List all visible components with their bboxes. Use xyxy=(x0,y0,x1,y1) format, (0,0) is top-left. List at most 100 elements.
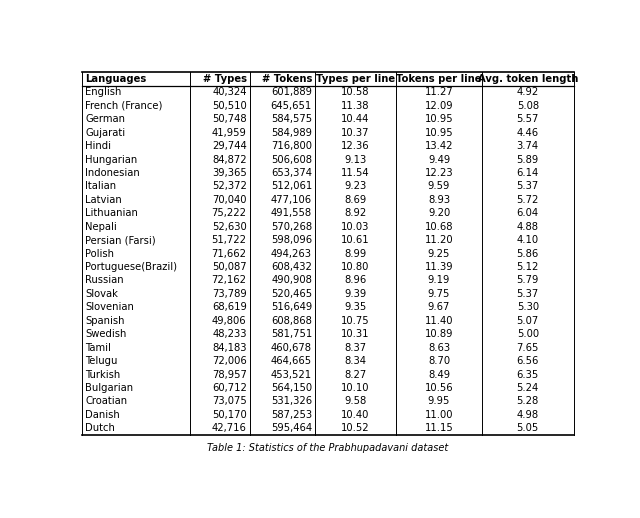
Text: 8.92: 8.92 xyxy=(344,208,367,218)
Text: 12.36: 12.36 xyxy=(341,141,370,151)
Text: 71,662: 71,662 xyxy=(212,249,246,258)
Text: 9.13: 9.13 xyxy=(344,154,367,165)
Text: 5.07: 5.07 xyxy=(516,316,539,326)
Text: 84,872: 84,872 xyxy=(212,154,246,165)
Text: 8.93: 8.93 xyxy=(428,195,450,205)
Text: 5.89: 5.89 xyxy=(516,154,539,165)
Text: 72,162: 72,162 xyxy=(212,276,246,285)
Text: 8.70: 8.70 xyxy=(428,356,450,366)
Text: 6.56: 6.56 xyxy=(516,356,539,366)
Text: Latvian: Latvian xyxy=(86,195,122,205)
Text: 39,365: 39,365 xyxy=(212,168,246,178)
Text: 9.25: 9.25 xyxy=(428,249,450,258)
Text: 6.04: 6.04 xyxy=(516,208,539,218)
Text: 491,558: 491,558 xyxy=(271,208,312,218)
Text: 4.10: 4.10 xyxy=(516,235,539,245)
Text: 601,889: 601,889 xyxy=(271,88,312,97)
Text: Dutch: Dutch xyxy=(86,423,115,434)
Text: 10.10: 10.10 xyxy=(341,383,370,393)
Text: French (France): French (France) xyxy=(86,100,163,111)
Text: Types per line: Types per line xyxy=(316,74,395,84)
Text: Table 1: Statistics of the Prabhupadavani dataset: Table 1: Statistics of the Prabhupadavan… xyxy=(207,443,449,453)
Text: 12.09: 12.09 xyxy=(425,100,453,111)
Text: 11.54: 11.54 xyxy=(341,168,370,178)
Text: 13.42: 13.42 xyxy=(425,141,453,151)
Text: 49,806: 49,806 xyxy=(212,316,246,326)
Text: # Tokens: # Tokens xyxy=(262,74,312,84)
Text: Bulgarian: Bulgarian xyxy=(86,383,134,393)
Text: German: German xyxy=(86,114,125,124)
Text: 11.00: 11.00 xyxy=(425,410,453,420)
Text: 584,989: 584,989 xyxy=(271,127,312,138)
Text: 608,868: 608,868 xyxy=(271,316,312,326)
Text: 7.65: 7.65 xyxy=(516,343,539,353)
Text: 9.35: 9.35 xyxy=(344,303,367,312)
Text: 4.98: 4.98 xyxy=(516,410,539,420)
Text: Polish: Polish xyxy=(86,249,115,258)
Text: 10.68: 10.68 xyxy=(425,222,453,232)
Text: 645,651: 645,651 xyxy=(271,100,312,111)
Text: 608,432: 608,432 xyxy=(271,262,312,272)
Text: English: English xyxy=(86,88,122,97)
Text: 50,510: 50,510 xyxy=(212,100,246,111)
Text: 8.63: 8.63 xyxy=(428,343,450,353)
Text: 5.08: 5.08 xyxy=(516,100,539,111)
Text: 73,075: 73,075 xyxy=(212,396,246,407)
Text: 10.80: 10.80 xyxy=(341,262,370,272)
Text: Nepali: Nepali xyxy=(86,222,117,232)
Text: 75,222: 75,222 xyxy=(212,208,246,218)
Text: Avg. token length: Avg. token length xyxy=(477,74,578,84)
Text: 531,326: 531,326 xyxy=(271,396,312,407)
Text: 72,006: 72,006 xyxy=(212,356,246,366)
Text: 84,183: 84,183 xyxy=(212,343,246,353)
Text: 477,106: 477,106 xyxy=(271,195,312,205)
Text: Spanish: Spanish xyxy=(86,316,125,326)
Text: 50,748: 50,748 xyxy=(212,114,246,124)
Text: 5.30: 5.30 xyxy=(516,303,539,312)
Text: 52,372: 52,372 xyxy=(212,181,246,191)
Text: 5.37: 5.37 xyxy=(516,181,539,191)
Text: 10.03: 10.03 xyxy=(341,222,370,232)
Text: 584,575: 584,575 xyxy=(271,114,312,124)
Text: 8.99: 8.99 xyxy=(344,249,367,258)
Text: 8.96: 8.96 xyxy=(344,276,367,285)
Text: 11.38: 11.38 xyxy=(341,100,370,111)
Text: 9.58: 9.58 xyxy=(344,396,367,407)
Text: 60,712: 60,712 xyxy=(212,383,246,393)
Text: 9.75: 9.75 xyxy=(428,289,450,299)
Text: 5.37: 5.37 xyxy=(516,289,539,299)
Text: 587,253: 587,253 xyxy=(271,410,312,420)
Text: 12.23: 12.23 xyxy=(425,168,453,178)
Text: 11.20: 11.20 xyxy=(425,235,453,245)
Text: Gujarati: Gujarati xyxy=(86,127,125,138)
Text: 5.00: 5.00 xyxy=(516,329,539,339)
Text: Portuguese(Brazil): Portuguese(Brazil) xyxy=(86,262,177,272)
Text: 11.39: 11.39 xyxy=(425,262,453,272)
Text: 10.61: 10.61 xyxy=(341,235,370,245)
Text: Slovenian: Slovenian xyxy=(86,303,134,312)
Text: 653,374: 653,374 xyxy=(271,168,312,178)
Text: 8.34: 8.34 xyxy=(344,356,367,366)
Text: 5.28: 5.28 xyxy=(516,396,539,407)
Text: 464,665: 464,665 xyxy=(271,356,312,366)
Text: 5.24: 5.24 xyxy=(516,383,539,393)
Text: 5.05: 5.05 xyxy=(516,423,539,434)
Text: 40,324: 40,324 xyxy=(212,88,246,97)
Text: 5.12: 5.12 xyxy=(516,262,539,272)
Text: 73,789: 73,789 xyxy=(212,289,246,299)
Text: Lithuanian: Lithuanian xyxy=(86,208,138,218)
Text: 4.92: 4.92 xyxy=(516,88,539,97)
Text: 520,465: 520,465 xyxy=(271,289,312,299)
Text: 52,630: 52,630 xyxy=(212,222,246,232)
Text: 11.40: 11.40 xyxy=(425,316,453,326)
Text: 9.19: 9.19 xyxy=(428,276,450,285)
Text: 29,744: 29,744 xyxy=(212,141,246,151)
Text: 9.23: 9.23 xyxy=(344,181,367,191)
Text: 453,521: 453,521 xyxy=(271,370,312,380)
Text: Languages: Languages xyxy=(86,74,147,84)
Text: 570,268: 570,268 xyxy=(271,222,312,232)
Text: Indonesian: Indonesian xyxy=(86,168,140,178)
Text: 8.69: 8.69 xyxy=(344,195,367,205)
Text: 581,751: 581,751 xyxy=(271,329,312,339)
Text: Tokens per line: Tokens per line xyxy=(396,74,482,84)
